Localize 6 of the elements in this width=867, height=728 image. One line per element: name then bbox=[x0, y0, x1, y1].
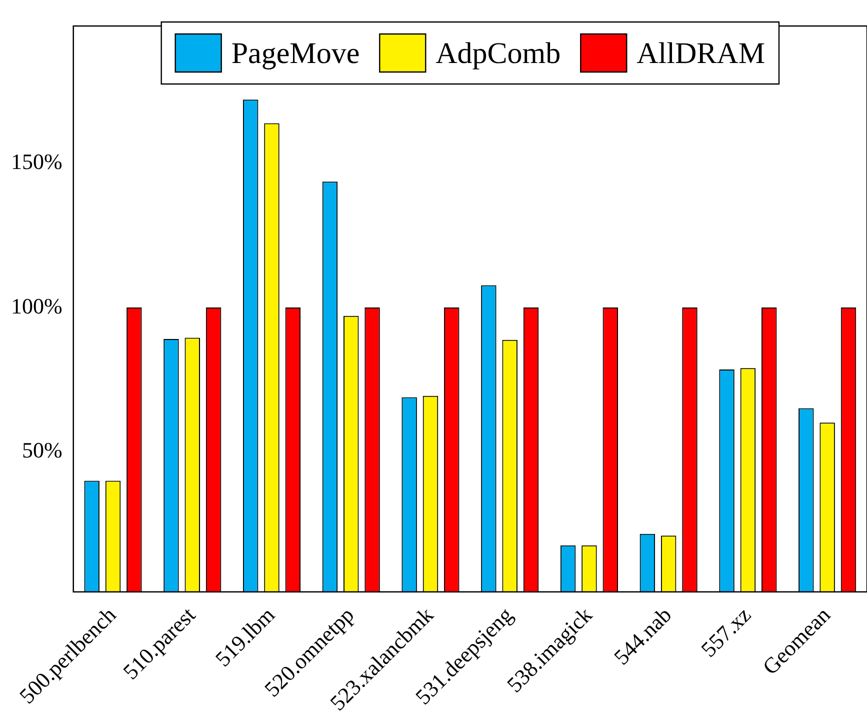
legend-label: AllDRAM bbox=[636, 36, 766, 70]
y-tick-label: 100% bbox=[11, 293, 62, 318]
y-tick-label: 150% bbox=[11, 148, 62, 174]
legend-label: AdpComb bbox=[436, 36, 561, 70]
y-tick-label: 50% bbox=[22, 438, 62, 463]
legend-label: PageMove bbox=[231, 36, 360, 70]
